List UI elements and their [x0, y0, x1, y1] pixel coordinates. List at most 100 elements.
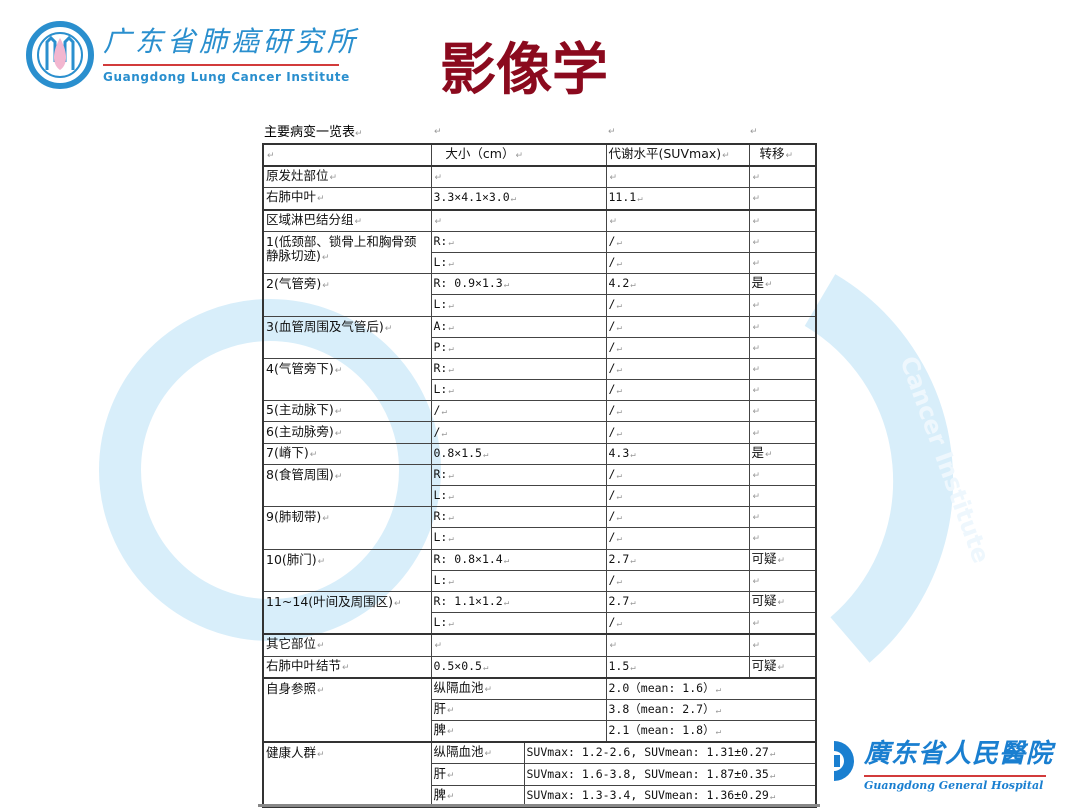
cell-text: A:: [433, 318, 448, 333]
paragraph-mark: ↵: [752, 513, 761, 524]
cell-text: 可疑: [751, 593, 777, 609]
table-cell: ↵: [748, 400, 817, 423]
paragraph-mark: ↵: [503, 598, 510, 609]
paragraph-mark: ↵: [715, 684, 722, 695]
row-label-cell: 2(气管旁)↵: [262, 273, 432, 317]
cell-text: 4(气管旁下): [266, 360, 334, 376]
table-row: 1(低颈部、锁骨上和胸骨颈静脉切迹)↵ R:↵/↵ ↵: [262, 230, 817, 275]
paragraph-mark: ↵: [752, 619, 761, 630]
table-cell: 纵隔血池↵: [430, 741, 525, 765]
cell-text: 3.8（mean: 2.7）: [608, 701, 715, 716]
paragraph-mark: ↵: [616, 619, 622, 630]
table-cell: ↵: [430, 633, 607, 657]
paragraph-mark: ↵: [715, 705, 722, 716]
cell-text: /: [608, 424, 616, 439]
paragraph-mark: ↵: [384, 323, 393, 334]
cell-text: 是: [751, 444, 765, 460]
paragraph-mark: ↵: [608, 127, 616, 137]
paragraph-mark: ↵: [484, 684, 493, 695]
paragraph-mark: ↵: [448, 301, 454, 312]
logo-right-cn: 廣东省人民醫院: [864, 739, 1054, 769]
table-cell: P:↵: [430, 336, 607, 359]
table-cell: 是↵: [748, 273, 817, 296]
table-cell: ↵: [748, 612, 817, 635]
cell-text: 2.0（mean: 1.6）: [608, 680, 715, 695]
paragraph-mark: ↵: [752, 364, 761, 375]
table-cell: L:↵: [430, 484, 607, 508]
cell-text: 2.7: [608, 551, 630, 566]
row-label-cell: 7(嵴下)↵: [262, 442, 432, 465]
cell-text: L:: [433, 255, 448, 270]
table-cell: R: 1.1×1.2↵: [430, 590, 607, 614]
general-hospital-logo: 廣东省人民醫院 Guangdong General Hospital: [830, 735, 1060, 797]
paragraph-mark: ↵: [752, 576, 761, 587]
cell-text: 4.2: [608, 276, 630, 291]
table-cell: L:↵: [430, 527, 607, 550]
row-label-cell: 原发灶部位↵: [262, 165, 432, 189]
paragraph-mark: ↵: [322, 514, 330, 525]
table-cell: R:↵: [430, 357, 607, 381]
table-cell: ↵: [748, 336, 817, 359]
cell-text: R: 0.9×1.3: [433, 276, 503, 291]
table-cell: ↵: [748, 251, 817, 275]
cell-text: /: [608, 360, 616, 375]
table-row: 肝↵ 3.8（mean: 2.7）↵: [263, 698, 817, 722]
cell-text: L:: [433, 615, 448, 630]
cell-text: L:: [433, 488, 448, 503]
paragraph-mark: ↵: [637, 194, 643, 205]
cell-text: 7(嵴下): [266, 444, 309, 460]
table-cell: R:↵: [430, 506, 607, 529]
row-label-cell: 右肺中叶↵: [262, 187, 432, 211]
table-row: 6(主动脉旁)↵/↵/↵ ↵: [262, 421, 817, 444]
table-row: 区域淋巴结分组↵ ↵ ↵ ↵: [262, 208, 817, 232]
table-cell: R: 0.8×1.4↵: [430, 548, 607, 571]
paragraph-mark: ↵: [447, 705, 455, 716]
cell-text: /: [608, 509, 616, 524]
table-cell: /↵: [605, 379, 750, 402]
table-cell: ↵: [605, 633, 750, 657]
cell-text: /: [608, 530, 616, 545]
cell-text: 脾: [433, 722, 447, 738]
cell-text: /: [608, 466, 616, 481]
paragraph-mark: ↵: [616, 513, 622, 524]
cell-text: L:: [433, 297, 448, 312]
cell-text: 4.3: [608, 445, 630, 460]
paragraph-mark: ↵: [616, 492, 622, 503]
table-cell: /↵: [605, 400, 750, 423]
paragraph-mark: ↵: [750, 127, 758, 137]
paragraph-mark: ↵: [752, 428, 761, 439]
table-cell: /↵: [605, 569, 750, 592]
paragraph-mark: ↵: [317, 641, 325, 652]
paragraph-mark: ↵: [434, 173, 443, 184]
paragraph-mark: ↵: [434, 216, 443, 227]
table-cell: ↵: [748, 569, 817, 592]
cell-text: /: [433, 403, 441, 418]
table-cell: /↵: [605, 506, 750, 529]
paragraph-mark: ↵: [309, 449, 318, 460]
cell-text: 3.3×4.1×3.0: [433, 190, 510, 205]
table-cell: 肝↵: [430, 698, 607, 722]
cell-text: 0.8×1.5: [433, 445, 482, 460]
logo-left-rule: [103, 64, 339, 66]
paragraph-mark: ↵: [394, 598, 402, 609]
paragraph-mark: ↵: [616, 407, 622, 418]
paragraph-mark: ↵: [752, 386, 761, 397]
table-cell: /↵: [605, 612, 750, 635]
cell-text: /: [608, 403, 616, 418]
table-cell: ↵: [748, 294, 817, 317]
paragraph-mark: ↵: [448, 343, 454, 354]
table-caption-wrap: 主要病变一览表↵: [264, 124, 363, 143]
table-cell: ↵: [605, 165, 750, 189]
table-cell: ↵: [748, 506, 817, 529]
cell-text: R:: [433, 466, 448, 481]
table-caption: 主要病变一览表↵ ↵ ↵ ↵: [264, 124, 817, 141]
table-cell: ↵: [748, 165, 817, 189]
paragraph-mark: ↵: [616, 364, 622, 375]
table-row: 自身参照↵ 纵隔血池↵ 2.0（mean: 1.6）↵: [262, 676, 817, 743]
table-cell: ↵: [605, 208, 750, 232]
table-cell: /↵: [605, 315, 750, 338]
paragraph-mark: ↵: [752, 194, 761, 205]
table-cell: 4.2↵: [605, 273, 750, 296]
cell-text: 脾: [433, 786, 447, 802]
logo-right-en: Guangdong General Hospital: [864, 779, 1044, 792]
